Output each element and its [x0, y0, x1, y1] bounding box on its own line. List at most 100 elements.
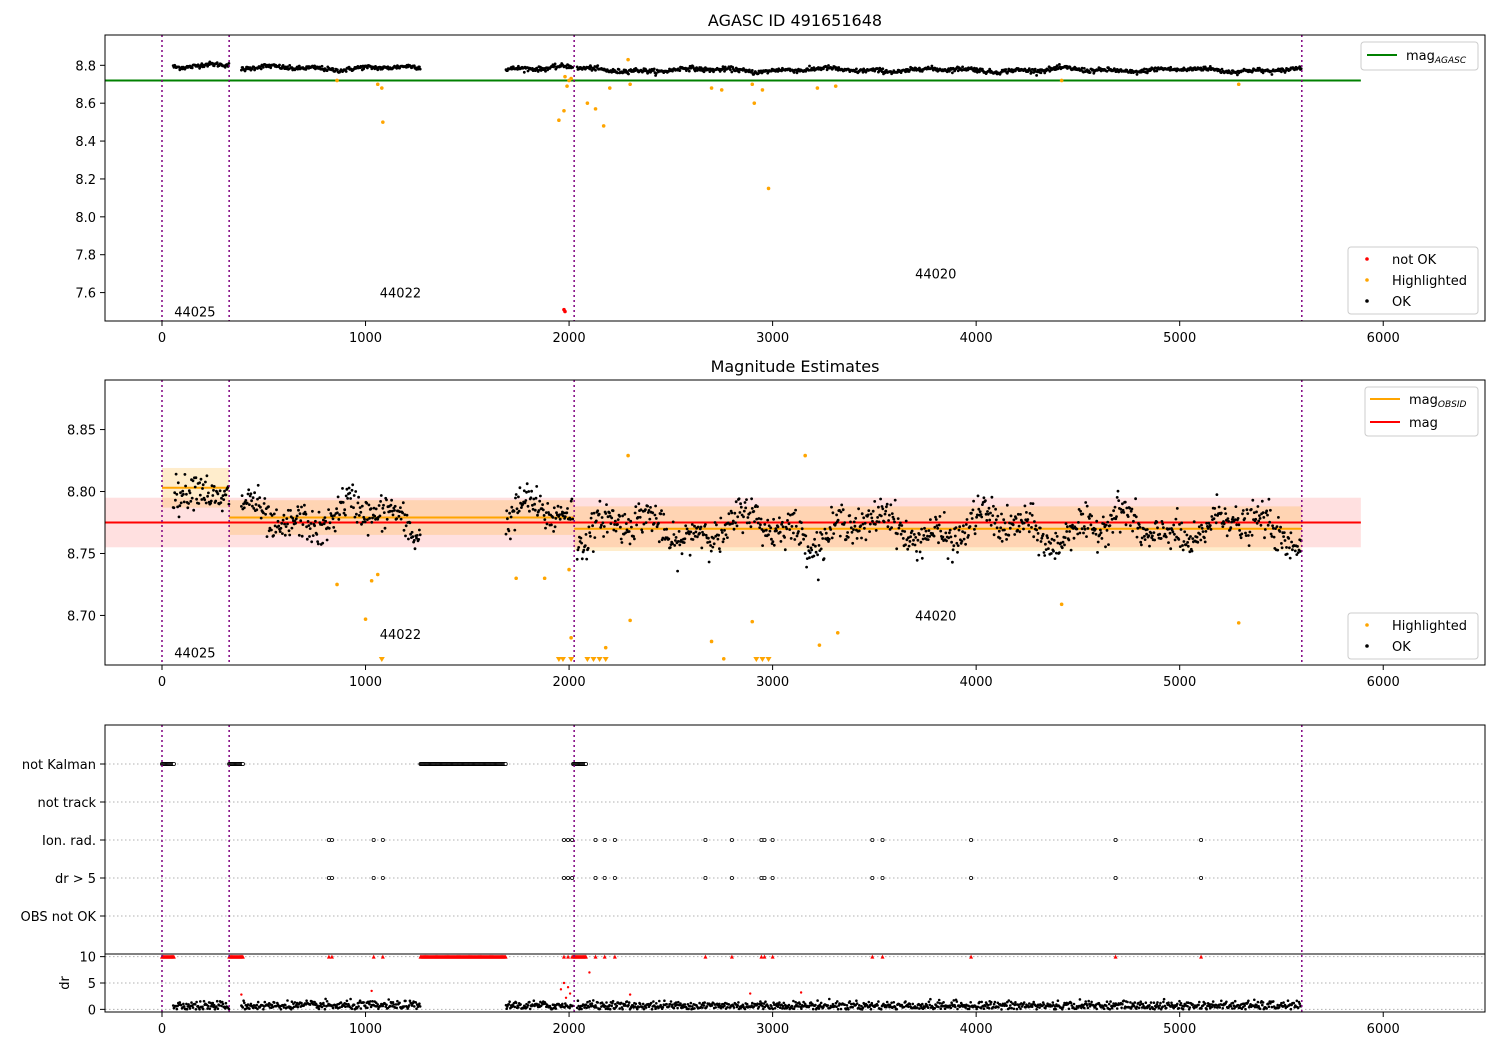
ok-point	[1155, 69, 1159, 73]
ok-point	[305, 537, 309, 541]
dr-ok-point	[1231, 1007, 1234, 1010]
dr-ok-point	[295, 1003, 298, 1007]
ok-point	[957, 528, 961, 532]
dr-ok-point	[505, 1007, 509, 1010]
legend-top: magAGASC	[1360, 41, 1479, 71]
ok-point	[657, 540, 661, 544]
ok-point	[249, 492, 253, 496]
dr-ok-point	[1282, 1001, 1285, 1004]
dr-ok-point	[757, 1005, 761, 1009]
flag-point	[593, 876, 598, 881]
dr-ok-point	[1198, 1000, 1201, 1004]
ok-point	[689, 530, 693, 534]
dr-ok-point	[1156, 1001, 1159, 1004]
ok-point	[978, 510, 982, 514]
dr-ok-point	[1007, 999, 1011, 1002]
ok-point	[830, 536, 834, 540]
dr-ok-point	[819, 1001, 823, 1005]
dr-ok-point	[1137, 1001, 1140, 1005]
ok-point	[1030, 526, 1033, 529]
ok-point	[1104, 523, 1108, 527]
ok-point	[648, 517, 652, 521]
ok-point	[789, 513, 792, 517]
ok-point	[399, 517, 403, 521]
dr-ok-point	[507, 1003, 511, 1006]
ok-point	[814, 550, 818, 554]
dr-ok-point	[933, 1007, 937, 1010]
ok-point	[1220, 67, 1224, 71]
ok-point	[1014, 517, 1018, 520]
ok-point	[366, 533, 370, 537]
dr-ok-point	[190, 1001, 193, 1004]
ok-point	[354, 490, 358, 493]
dr-ok-point	[834, 1001, 838, 1005]
ok-point	[1128, 506, 1132, 510]
ok-point	[220, 509, 224, 513]
dr-ok-point	[745, 1002, 749, 1006]
ok-point	[1102, 522, 1106, 526]
dr-ok-point	[596, 1001, 599, 1004]
ok-point	[879, 497, 882, 501]
ok-point	[1125, 506, 1129, 510]
x-tick-label: 3000	[756, 675, 789, 690]
dr-ok-point	[817, 1007, 821, 1010]
ok-point	[992, 533, 996, 537]
ok-point	[1261, 71, 1265, 75]
dr-ok-point	[855, 1002, 859, 1005]
ok-point	[201, 483, 205, 487]
ok-point	[992, 504, 995, 508]
dr-ok-point	[701, 1006, 704, 1009]
ok-point	[1260, 499, 1264, 503]
ok-point	[876, 516, 879, 519]
ok-point	[636, 516, 640, 519]
ok-point	[1018, 530, 1022, 534]
ok-point	[242, 506, 246, 510]
dr-ok-point	[1153, 1008, 1156, 1011]
dr-ok-point	[637, 1005, 641, 1009]
ok-point	[367, 503, 371, 507]
ok-point	[514, 493, 518, 496]
highlighted-point	[569, 635, 573, 640]
ok-point	[893, 520, 896, 524]
ok-point	[839, 510, 843, 514]
legend-marker	[1365, 623, 1369, 627]
dr-ok-point	[1295, 999, 1299, 1003]
dr-ok-point	[392, 1003, 396, 1006]
legend-label: magAGASC	[1406, 49, 1467, 66]
ok-point	[869, 512, 873, 516]
dr-ok-point	[1139, 1000, 1142, 1003]
ok-point	[712, 542, 716, 546]
ok-point	[267, 529, 271, 533]
dr-ok-point	[352, 1003, 356, 1007]
ok-point	[1076, 532, 1080, 536]
ok-point	[1276, 548, 1280, 552]
ok-point	[1129, 509, 1133, 513]
ok-point	[929, 518, 932, 521]
ok-point	[724, 533, 728, 537]
dr-ok-point	[324, 997, 327, 1001]
dr-ok-point	[997, 1006, 1000, 1009]
ok-point	[403, 513, 407, 517]
ok-point	[885, 502, 889, 506]
ok-point	[205, 474, 209, 478]
ok-point	[654, 517, 658, 520]
highlighted-point	[607, 86, 612, 90]
ok-point	[684, 524, 688, 528]
ok-point	[937, 523, 941, 527]
ok-point	[1178, 545, 1182, 548]
ok-point	[262, 502, 266, 505]
legend-marker	[1365, 644, 1369, 648]
dr-ok-point	[211, 1001, 215, 1005]
ok-point	[734, 500, 738, 504]
ok-point	[191, 479, 195, 483]
ok-point	[960, 539, 964, 543]
dr-ok-point	[870, 1001, 874, 1005]
ok-point	[1008, 521, 1011, 525]
ok-point	[365, 501, 369, 505]
dr-ok-point	[215, 1005, 218, 1008]
ok-point	[851, 541, 855, 545]
ok-point	[1155, 520, 1159, 524]
ok-point	[227, 62, 231, 65]
ok-point	[576, 548, 580, 552]
